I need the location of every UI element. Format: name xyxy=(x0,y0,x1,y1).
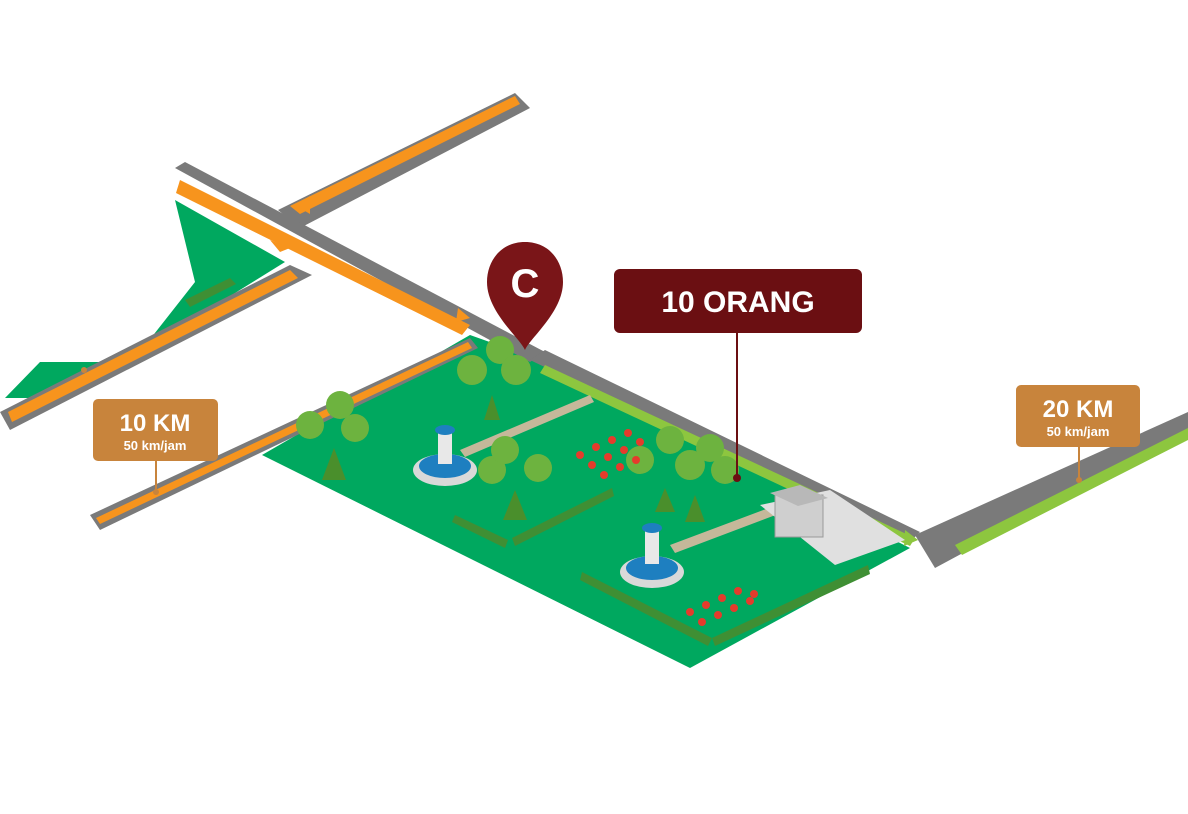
sign-distance-label: 10 KM xyxy=(120,410,191,437)
distance-sign-20km: 20 KM 50 km/jam xyxy=(1016,385,1140,483)
fountain-1 xyxy=(413,425,477,486)
park-grass-left xyxy=(140,200,285,352)
fountain-2 xyxy=(620,523,684,588)
trees xyxy=(296,336,739,522)
location-pin-letter: C xyxy=(511,262,540,306)
distance-sign-10km: 10 KM 50 km/jam xyxy=(93,399,218,495)
people-count-text: 10 ORANG xyxy=(661,286,814,319)
flower-beds xyxy=(576,429,758,626)
sign-post-dot xyxy=(81,367,87,373)
sign-speed-label: 50 km/jam xyxy=(124,438,187,453)
callout-leader-dot xyxy=(733,474,741,482)
location-pin: C xyxy=(487,242,563,350)
people-count-callout: 10 ORANG xyxy=(614,269,862,333)
paths xyxy=(460,395,794,553)
bus-shelter xyxy=(760,485,905,565)
roads xyxy=(0,93,1188,568)
sign-distance-label: 20 KM xyxy=(1043,396,1114,423)
sign-speed-label: 50 km/jam xyxy=(1047,424,1110,439)
hedges xyxy=(185,278,870,646)
